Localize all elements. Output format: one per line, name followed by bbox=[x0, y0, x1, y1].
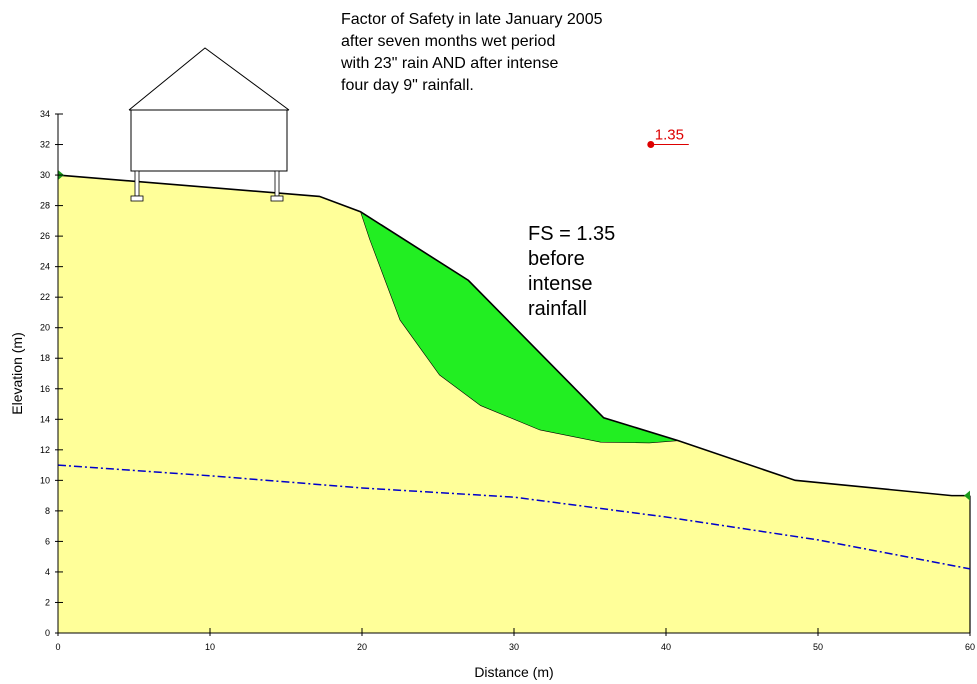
fs-annotation: intense bbox=[528, 273, 593, 295]
house-footing bbox=[131, 196, 143, 201]
x-tick-label: 10 bbox=[205, 642, 215, 652]
y-tick-label: 18 bbox=[40, 353, 50, 363]
center-fs-label: 1.35 bbox=[655, 127, 684, 144]
y-tick-label: 6 bbox=[45, 536, 50, 546]
fs-annotation: FS = 1.35 bbox=[528, 223, 615, 245]
house-leg bbox=[275, 171, 279, 196]
x-axis-label: Distance (m) bbox=[474, 664, 553, 680]
title-line: Factor of Safety in late January 2005 bbox=[341, 11, 603, 28]
x-tick-label: 30 bbox=[509, 642, 519, 652]
x-tick-label: 20 bbox=[357, 642, 367, 652]
house bbox=[129, 48, 289, 171]
y-tick-label: 16 bbox=[40, 384, 50, 394]
x-tick-label: 50 bbox=[813, 642, 823, 652]
title-line: after seven months wet period bbox=[341, 33, 555, 50]
y-tick-label: 28 bbox=[40, 201, 50, 211]
fs-annotation: rainfall bbox=[528, 298, 587, 320]
x-tick-label: 60 bbox=[965, 642, 975, 652]
y-tick-label: 4 bbox=[45, 567, 50, 577]
title-line: with 23" rain AND after intense bbox=[340, 55, 558, 72]
x-tick-label: 40 bbox=[661, 642, 671, 652]
house-footing bbox=[271, 196, 283, 201]
y-tick-label: 14 bbox=[40, 414, 50, 424]
y-tick-label: 30 bbox=[40, 170, 50, 180]
y-tick-label: 34 bbox=[40, 109, 50, 119]
y-axis-label: Elevation (m) bbox=[9, 332, 25, 414]
y-tick-label: 10 bbox=[40, 475, 50, 485]
y-tick-label: 2 bbox=[45, 597, 50, 607]
y-tick-label: 0 bbox=[45, 628, 50, 638]
house-roof bbox=[129, 48, 289, 110]
y-tick-label: 26 bbox=[40, 231, 50, 241]
title-line: four day 9" rainfall. bbox=[341, 77, 474, 94]
house-body bbox=[131, 110, 287, 171]
y-tick-label: 24 bbox=[40, 262, 50, 272]
x-tick-label: 0 bbox=[55, 642, 60, 652]
y-tick-label: 32 bbox=[40, 140, 50, 150]
fs-annotation: before bbox=[528, 248, 585, 270]
chart: 1.35024681012141618202224262830323401020… bbox=[0, 0, 977, 684]
y-tick-label: 8 bbox=[45, 506, 50, 516]
y-tick-label: 12 bbox=[40, 445, 50, 455]
house-leg bbox=[135, 171, 139, 196]
y-tick-label: 22 bbox=[40, 292, 50, 302]
y-tick-label: 20 bbox=[40, 323, 50, 333]
